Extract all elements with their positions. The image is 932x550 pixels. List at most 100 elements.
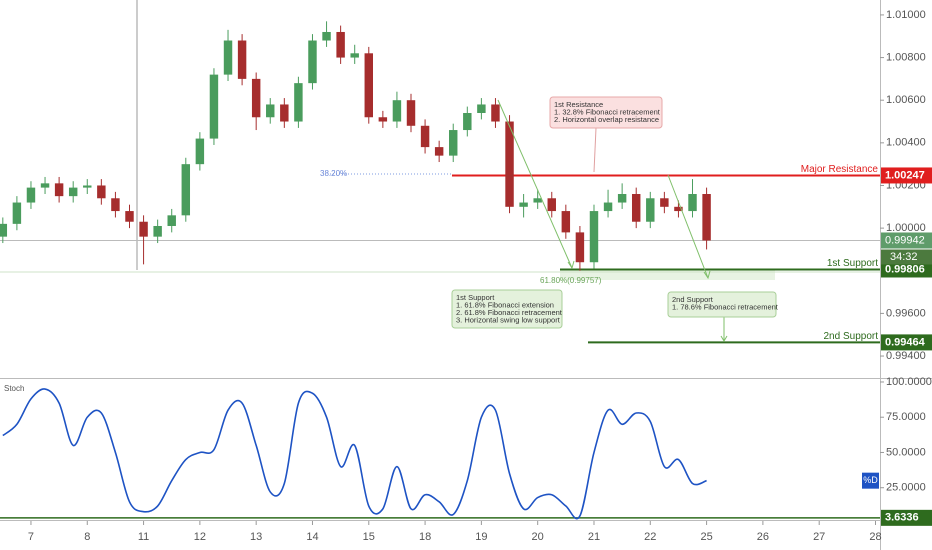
x-tick-label: 20 <box>532 531 544 543</box>
candle-body <box>702 194 711 241</box>
candle-body <box>547 198 556 212</box>
arrow-head <box>703 270 711 280</box>
candle-body <box>68 187 78 197</box>
candle-body <box>83 185 92 188</box>
annotation-text: 2nd Support <box>672 295 714 304</box>
candle-body <box>308 40 317 84</box>
x-tick-label: 7 <box>28 531 34 543</box>
price-badge-label: 0.99464 <box>885 336 926 348</box>
candle-body <box>251 78 261 118</box>
candle-body <box>617 194 627 203</box>
annotation-text: 3. Horizontal swing low support <box>456 315 561 324</box>
candle-body <box>505 121 514 207</box>
candle-body <box>631 194 641 222</box>
x-tick-label: 15 <box>363 531 375 543</box>
y-tick-label: 1.00600 <box>886 94 926 106</box>
y-tick-label: 50.0000 <box>886 446 926 458</box>
x-tick-label: 14 <box>306 531 318 543</box>
level-label: 2nd Support <box>824 331 879 342</box>
candle-body <box>420 125 430 148</box>
level-badge <box>881 509 932 526</box>
candle-body <box>280 104 289 122</box>
last-price-label: 0.99942 <box>885 234 925 246</box>
candle-body <box>660 198 669 207</box>
candle-body <box>378 117 388 122</box>
price-badge <box>881 261 932 278</box>
y-tick-label: 0.99600 <box>886 307 926 319</box>
fib-label: 61.80%(0.99757) <box>540 276 602 285</box>
candle-body <box>575 232 585 263</box>
candle-body <box>237 40 247 79</box>
candle-body <box>603 202 613 212</box>
level-label: Major Resistance <box>801 164 879 175</box>
y-tick-label: 0.99400 <box>886 350 926 362</box>
candle-body <box>434 147 444 156</box>
x-tick-label: 27 <box>813 531 825 543</box>
candle-body <box>646 198 655 222</box>
annotation-text: 1. 61.8% Fibonacci extension <box>456 300 554 309</box>
x-tick-label: 18 <box>419 531 431 543</box>
y-tick-label: 1.00400 <box>886 137 926 149</box>
candle-body <box>491 104 500 122</box>
x-tick-label: 11 <box>138 531 149 543</box>
x-tick-label: 26 <box>757 531 769 543</box>
y-tick-label: 25.0000 <box>886 482 926 494</box>
candle-body <box>0 223 8 237</box>
candle-body <box>266 104 275 118</box>
annotation-box <box>549 96 663 129</box>
x-tick-label: 21 <box>588 531 600 543</box>
x-tick-label: 22 <box>644 531 656 543</box>
indicator-title: Stoch <box>4 384 24 393</box>
price-badge <box>881 334 932 351</box>
level-badge-label: 3.6336 <box>885 512 919 524</box>
x-tick-label: 28 <box>869 531 881 543</box>
candle-body <box>97 185 106 199</box>
support-zone <box>560 269 775 280</box>
candle-body <box>12 202 22 224</box>
annotation-text: 2. 61.8% Fibonacci retracement <box>456 308 563 317</box>
price-badge-label: 1.00247 <box>885 169 925 181</box>
stoch-line <box>2 388 707 520</box>
candle-body <box>125 211 134 222</box>
candle-body <box>463 112 472 131</box>
price-badge <box>881 232 932 249</box>
candle-body <box>322 31 331 41</box>
candle-body <box>195 138 205 165</box>
candle-body <box>336 31 345 58</box>
candle-body <box>209 74 219 139</box>
arrow-head <box>567 260 575 270</box>
candle-body <box>477 104 486 113</box>
candle-body <box>364 53 374 118</box>
legend-badge <box>862 472 879 489</box>
price-badge-label: 0.99806 <box>885 263 925 275</box>
candle-body <box>406 100 416 126</box>
y-tick-label: 1.00000 <box>886 222 926 234</box>
y-tick-label: 100.0000 <box>886 376 932 388</box>
countdown: 34:32 <box>890 251 918 263</box>
x-tick-label: 19 <box>475 531 487 543</box>
annotation-text: 1st Support <box>456 293 495 302</box>
candle-body <box>223 40 233 75</box>
level-label: 1st Support <box>827 258 878 269</box>
x-tick-label: 8 <box>84 531 90 543</box>
candle-body <box>181 164 191 216</box>
candle-body <box>350 53 359 58</box>
annotation-text: 2. Horizontal overlap resistance <box>554 115 659 124</box>
annotation-text: 1. 78.6% Fibonacci retracement <box>672 302 779 311</box>
annotation-text: 1st Resistance <box>554 100 603 109</box>
x-tick-label: 25 <box>700 531 712 543</box>
x-tick-label: 13 <box>250 531 262 543</box>
price-badge <box>881 167 932 184</box>
candle-body <box>449 130 458 156</box>
candle-body <box>533 198 542 203</box>
candle-body <box>40 183 50 188</box>
annotation-text: 1. 32.8% Fibonacci retracement <box>554 107 661 116</box>
callout-pointer <box>593 127 597 173</box>
y-tick-label: 1.01000 <box>886 9 926 21</box>
arrow <box>667 174 709 279</box>
countdown-badge <box>881 249 932 265</box>
candle-body <box>519 202 528 207</box>
